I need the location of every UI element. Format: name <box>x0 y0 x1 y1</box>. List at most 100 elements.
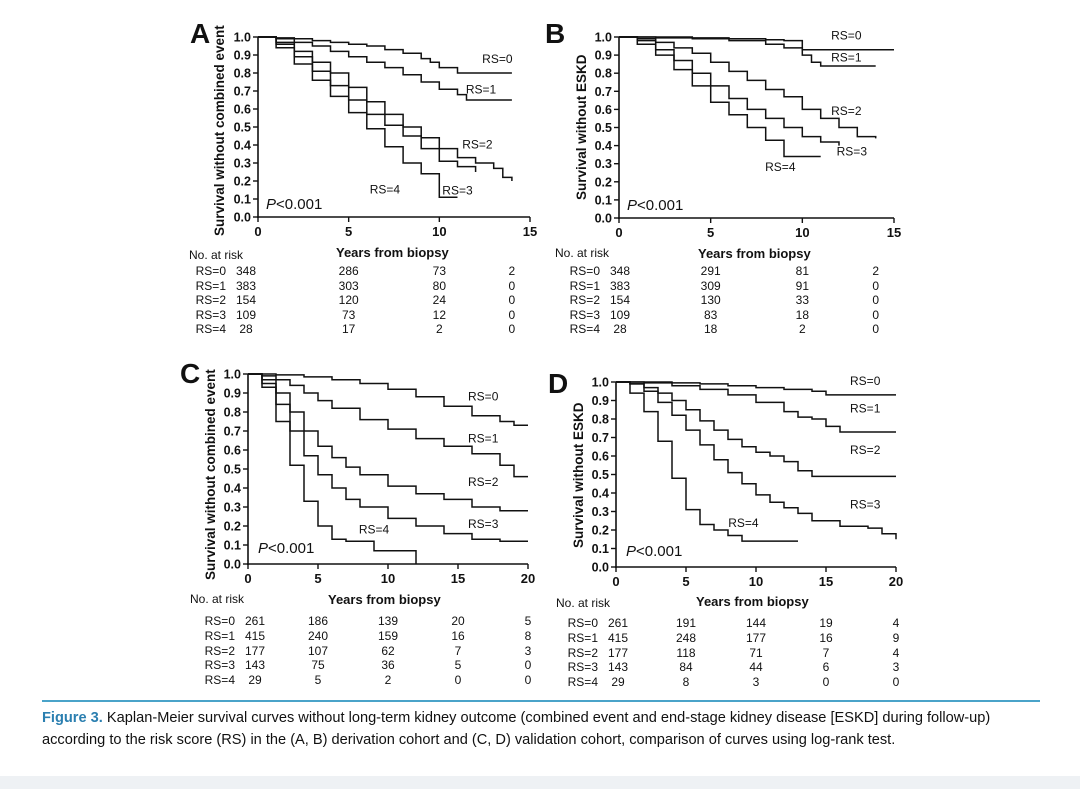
risk-row-label: RS=3 <box>567 660 598 675</box>
y-tick-label: 1.0 <box>592 376 609 390</box>
risk-cell: 261 <box>607 616 629 630</box>
risk-cell: 62 <box>381 643 395 658</box>
km-chart: 0.0 0.1 0.2 0.3 0.4 0.5 0.6 0.7 0.8 0.9 1.0 0 5 10 15 R… <box>234 31 538 240</box>
risk-cell: 18 <box>703 322 718 336</box>
y-tick-label: 0.9 <box>234 49 251 63</box>
risk-cell: 84 <box>679 660 693 675</box>
x-tick-label: 10 <box>795 225 809 240</box>
risk-cell: 81 <box>795 264 809 278</box>
risk-cell: 177 <box>244 643 266 658</box>
risk-cell: 0 <box>872 293 879 307</box>
risk-cell: 5 <box>314 673 322 688</box>
series-label: RS=0 <box>482 52 513 66</box>
survival-curve-rs4 <box>258 36 458 198</box>
series-label: RS=2 <box>462 138 493 152</box>
risk-cell: 348 <box>609 264 631 278</box>
survival-curve-rs1 <box>616 381 896 433</box>
risk-cell: 12 <box>432 307 446 322</box>
km-chart: 0.0 0.1 0.2 0.3 0.4 0.5 0.6 0.7 0.8 0.9 1.0 0 5 10 15 2… <box>224 368 536 587</box>
y-tick-label: 0.5 <box>234 121 251 135</box>
y-tick-label: 0.9 <box>224 387 241 401</box>
page-footer-band <box>0 776 1080 789</box>
risk-cell: 0 <box>454 673 462 688</box>
series-label: RS=3 <box>850 498 881 512</box>
risk-cell: 20 <box>451 614 465 628</box>
x-axis-label: Years from biopsy <box>696 594 809 609</box>
risk-cell: 120 <box>338 293 359 307</box>
risk-cell: 0 <box>508 278 516 293</box>
risk-cell: 130 <box>700 293 721 307</box>
y-tick-label: 0.0 <box>592 561 609 575</box>
risk-row-label: RS=3 <box>569 307 600 322</box>
survival-curve-rs1 <box>258 36 512 101</box>
risk-row-label: RS=4 <box>195 322 226 336</box>
x-axis-label: Years from biopsy <box>698 246 811 261</box>
y-tick-label: 0.0 <box>234 211 251 225</box>
y-tick-label: 0.7 <box>224 425 241 439</box>
series-label: RS=0 <box>850 374 881 388</box>
risk-row-label: RS=2 <box>569 293 600 307</box>
km-chart: 0.0 0.1 0.2 0.3 0.4 0.5 0.6 0.7 0.8 0.9 1.0 0 5 10 15 2… <box>592 374 904 589</box>
risk-cell: 33 <box>795 293 809 307</box>
p-value: P<0.001 <box>626 543 683 560</box>
y-tick-label: 1.0 <box>234 31 251 45</box>
risk-cell: 19 <box>819 616 833 630</box>
risk-row-label: RS=4 <box>567 675 598 690</box>
risk-cell: 0 <box>508 293 516 307</box>
series-label: RS=2 <box>831 104 862 118</box>
y-tick-label: 0.5 <box>595 121 612 135</box>
risk-cell: 2 <box>872 264 879 278</box>
survival-curve-rs3 <box>616 381 897 540</box>
x-tick-label: 5 <box>314 571 321 586</box>
risk-cell: 154 <box>609 293 631 307</box>
risk-cell: 2 <box>384 673 392 688</box>
x-tick-label: 10 <box>381 571 395 586</box>
risk-cell: 303 <box>338 278 359 293</box>
risk-cell: 2 <box>508 264 516 278</box>
y-tick-label: 0.3 <box>224 501 241 515</box>
x-tick-label: 0 <box>612 574 619 589</box>
x-tick-label: 0 <box>615 225 622 240</box>
risk-cell: 16 <box>451 628 465 643</box>
y-tick-label: 0.2 <box>234 175 251 189</box>
risk-row-label: RS=1 <box>195 278 226 293</box>
risk-cell: 240 <box>307 628 329 643</box>
risk-cell: 0 <box>524 673 532 688</box>
risk-cell: 17 <box>341 322 356 336</box>
figure-label: Figure 3. <box>42 710 103 726</box>
panel-letter: A <box>190 18 211 49</box>
x-tick-label: 20 <box>521 571 535 586</box>
risk-cell: 3 <box>524 643 532 658</box>
y-tick-label: 0.6 <box>224 444 241 458</box>
y-tick-label: 0.6 <box>234 103 251 117</box>
risk-row-label: RS=3 <box>195 307 226 322</box>
y-tick-label: 0.8 <box>592 413 609 427</box>
risk-cell: 73 <box>341 307 356 322</box>
risk-cell: 261 <box>244 614 266 628</box>
risk-row-label: RS=1 <box>204 628 235 643</box>
risk-cell: 177 <box>607 645 629 660</box>
risk-cell: 0 <box>892 675 900 690</box>
y-tick-label: 0.2 <box>224 520 241 534</box>
risk-cell: 186 <box>307 614 329 628</box>
y-tick-label: 0.3 <box>595 157 612 171</box>
risk-cell: 8 <box>682 675 690 690</box>
risk-row-label: RS=1 <box>567 630 598 645</box>
y-tick-label: 0.4 <box>595 139 612 153</box>
risk-cell: 80 <box>432 278 446 293</box>
risk-cell: 143 <box>607 660 629 675</box>
risk-cell: 248 <box>675 630 697 645</box>
x-tick-label: 10 <box>749 574 763 589</box>
panel-letter: B <box>545 18 566 49</box>
x-axis-label: Years from biopsy <box>336 245 449 260</box>
survival-curve-rs4 <box>616 381 798 542</box>
risk-cell: 29 <box>248 673 262 688</box>
survival-curve-rs2 <box>616 381 896 478</box>
risk-cell: 0 <box>822 675 830 690</box>
risk-cell: 3 <box>892 660 900 675</box>
series-label: RS=2 <box>468 475 499 489</box>
risk-row-label: RS=2 <box>195 293 226 307</box>
x-tick-label: 20 <box>889 574 903 589</box>
risk-row-label: RS=3 <box>204 658 235 673</box>
panel-c: C Survival without combined event 0.0 0.1… <box>0 0 540 700</box>
